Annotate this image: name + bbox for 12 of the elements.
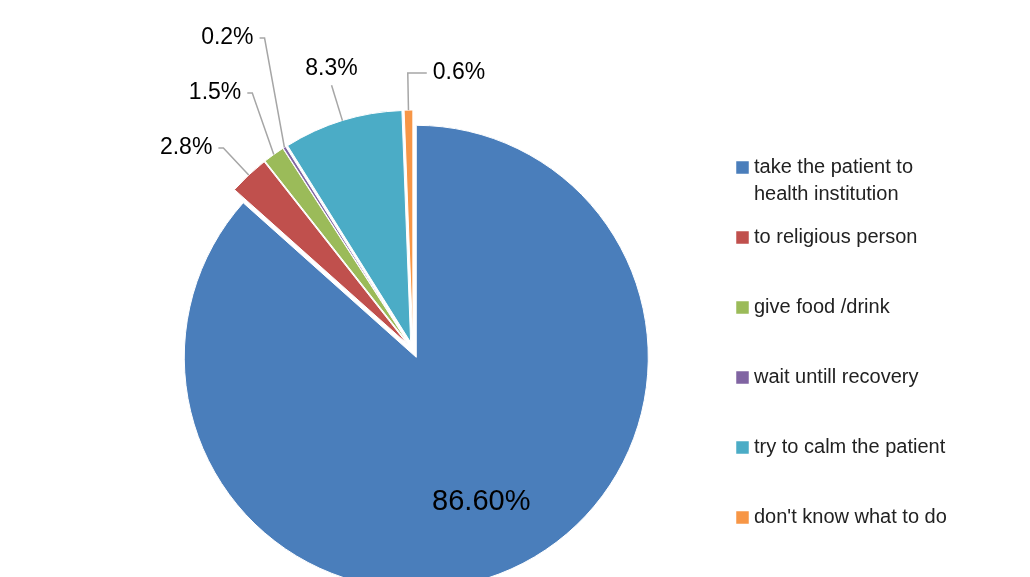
data-label: 0.2% xyxy=(201,23,254,50)
data-label: 0.6% xyxy=(432,58,486,85)
legend-label: wait untill recovery xyxy=(753,365,919,388)
legend-label: don't know what to do xyxy=(754,505,947,528)
legend-label: give food /drink xyxy=(754,295,891,318)
data-label: 86.60% xyxy=(432,484,531,517)
legend-label: try to calm the patient xyxy=(754,435,946,458)
legend-label: take the patient to health institution xyxy=(754,155,914,205)
legend-label: to religious person xyxy=(754,225,918,248)
data-label: 8.3% xyxy=(305,54,358,81)
data-label: 2.8% xyxy=(159,133,213,160)
data-label: 1.5% xyxy=(188,78,242,105)
